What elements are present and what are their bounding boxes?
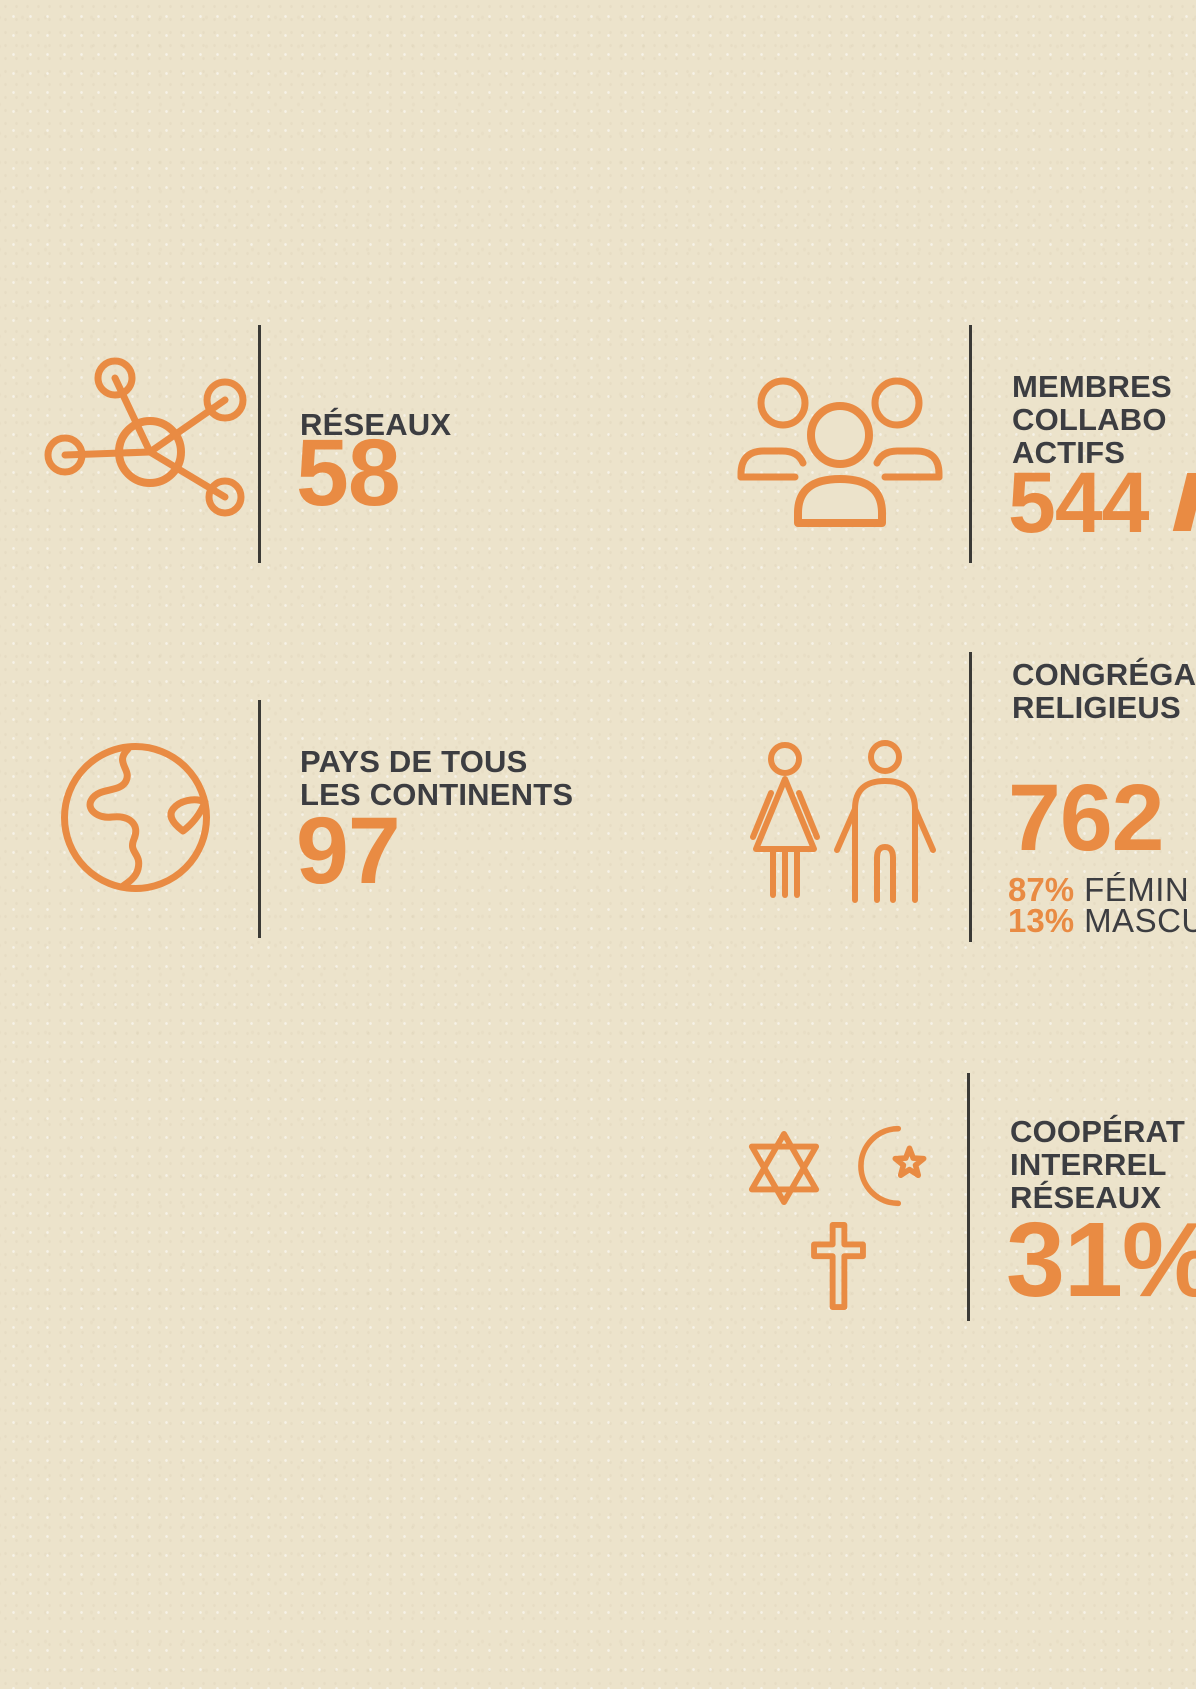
stat-label-line: RELIGIEUS [1012,690,1181,725]
breakdown-word: MASCU [1084,902,1196,939]
stat-label-line: RÉSEAUX [300,407,452,442]
crescent-star-icon [846,1124,930,1208]
breakdown-word: FÉMIN [1084,871,1190,908]
stat-block-pays [58,740,213,895]
stat-label-line: RÉSEAUX [1010,1180,1162,1215]
divider-membres [969,325,972,563]
stat-label-line: ACTIFS [1012,435,1126,470]
divider-pays [258,700,261,938]
breakdown-pct: 13% [1008,902,1075,939]
stat-label-cooperation: COOPÉRAT INTERREL RÉSEAUX [1010,1115,1185,1214]
stat-label-line: COOPÉRAT [1010,1114,1185,1149]
stat-value-pays: 97 [296,798,401,904]
cross-icon [810,1221,867,1311]
stat-label-congregations: CONGRÉGA RELIGIEUS [1012,658,1196,724]
stat-label-line: MEMBRES [1012,369,1172,404]
stat-block-reseaux [44,355,250,520]
breakdown-row-feminin: 87% FÉMIN [1008,871,1196,908]
divider-cooperation [967,1073,970,1321]
globe-icon [61,743,210,892]
stat-label-line: INTERREL [1010,1147,1167,1182]
divider-congregations [969,652,972,942]
gender-breakdown: 87% FÉMIN 13% MASCU [1008,871,1196,939]
stat-value-reseaux: 58 [296,420,401,526]
woman-man-icon [750,740,936,903]
network-icon [44,357,247,517]
stat-label-line: COLLABO [1012,402,1167,437]
stat-label-line: CONGRÉGA [1012,657,1196,692]
breakdown-row-masculin: 13% MASCU [1008,902,1196,939]
stat-value-membres: 544 [1008,455,1149,551]
stat-value-cooperation: 31% [1006,1201,1196,1319]
stat-value-congregations: 762 [1008,765,1165,871]
star-of-david-icon [745,1130,823,1206]
stat-label-line: LES CONTINENTS [300,777,574,812]
partial-digit-fragment [1172,473,1196,531]
people-group-icon [737,377,943,527]
stat-block-membres [735,373,945,533]
stat-block-congregations [740,740,940,920]
stat-label-pays: PAYS DE TOUS LES CONTINENTS [300,745,573,811]
divider-reseaux [258,325,261,563]
breakdown-pct: 87% [1008,871,1075,908]
stat-label-reseaux: RÉSEAUX [300,408,451,441]
stat-label-membres: MEMBRES COLLABO ACTIFS [1012,370,1172,469]
stat-label-line: PAYS DE TOUS [300,744,528,779]
